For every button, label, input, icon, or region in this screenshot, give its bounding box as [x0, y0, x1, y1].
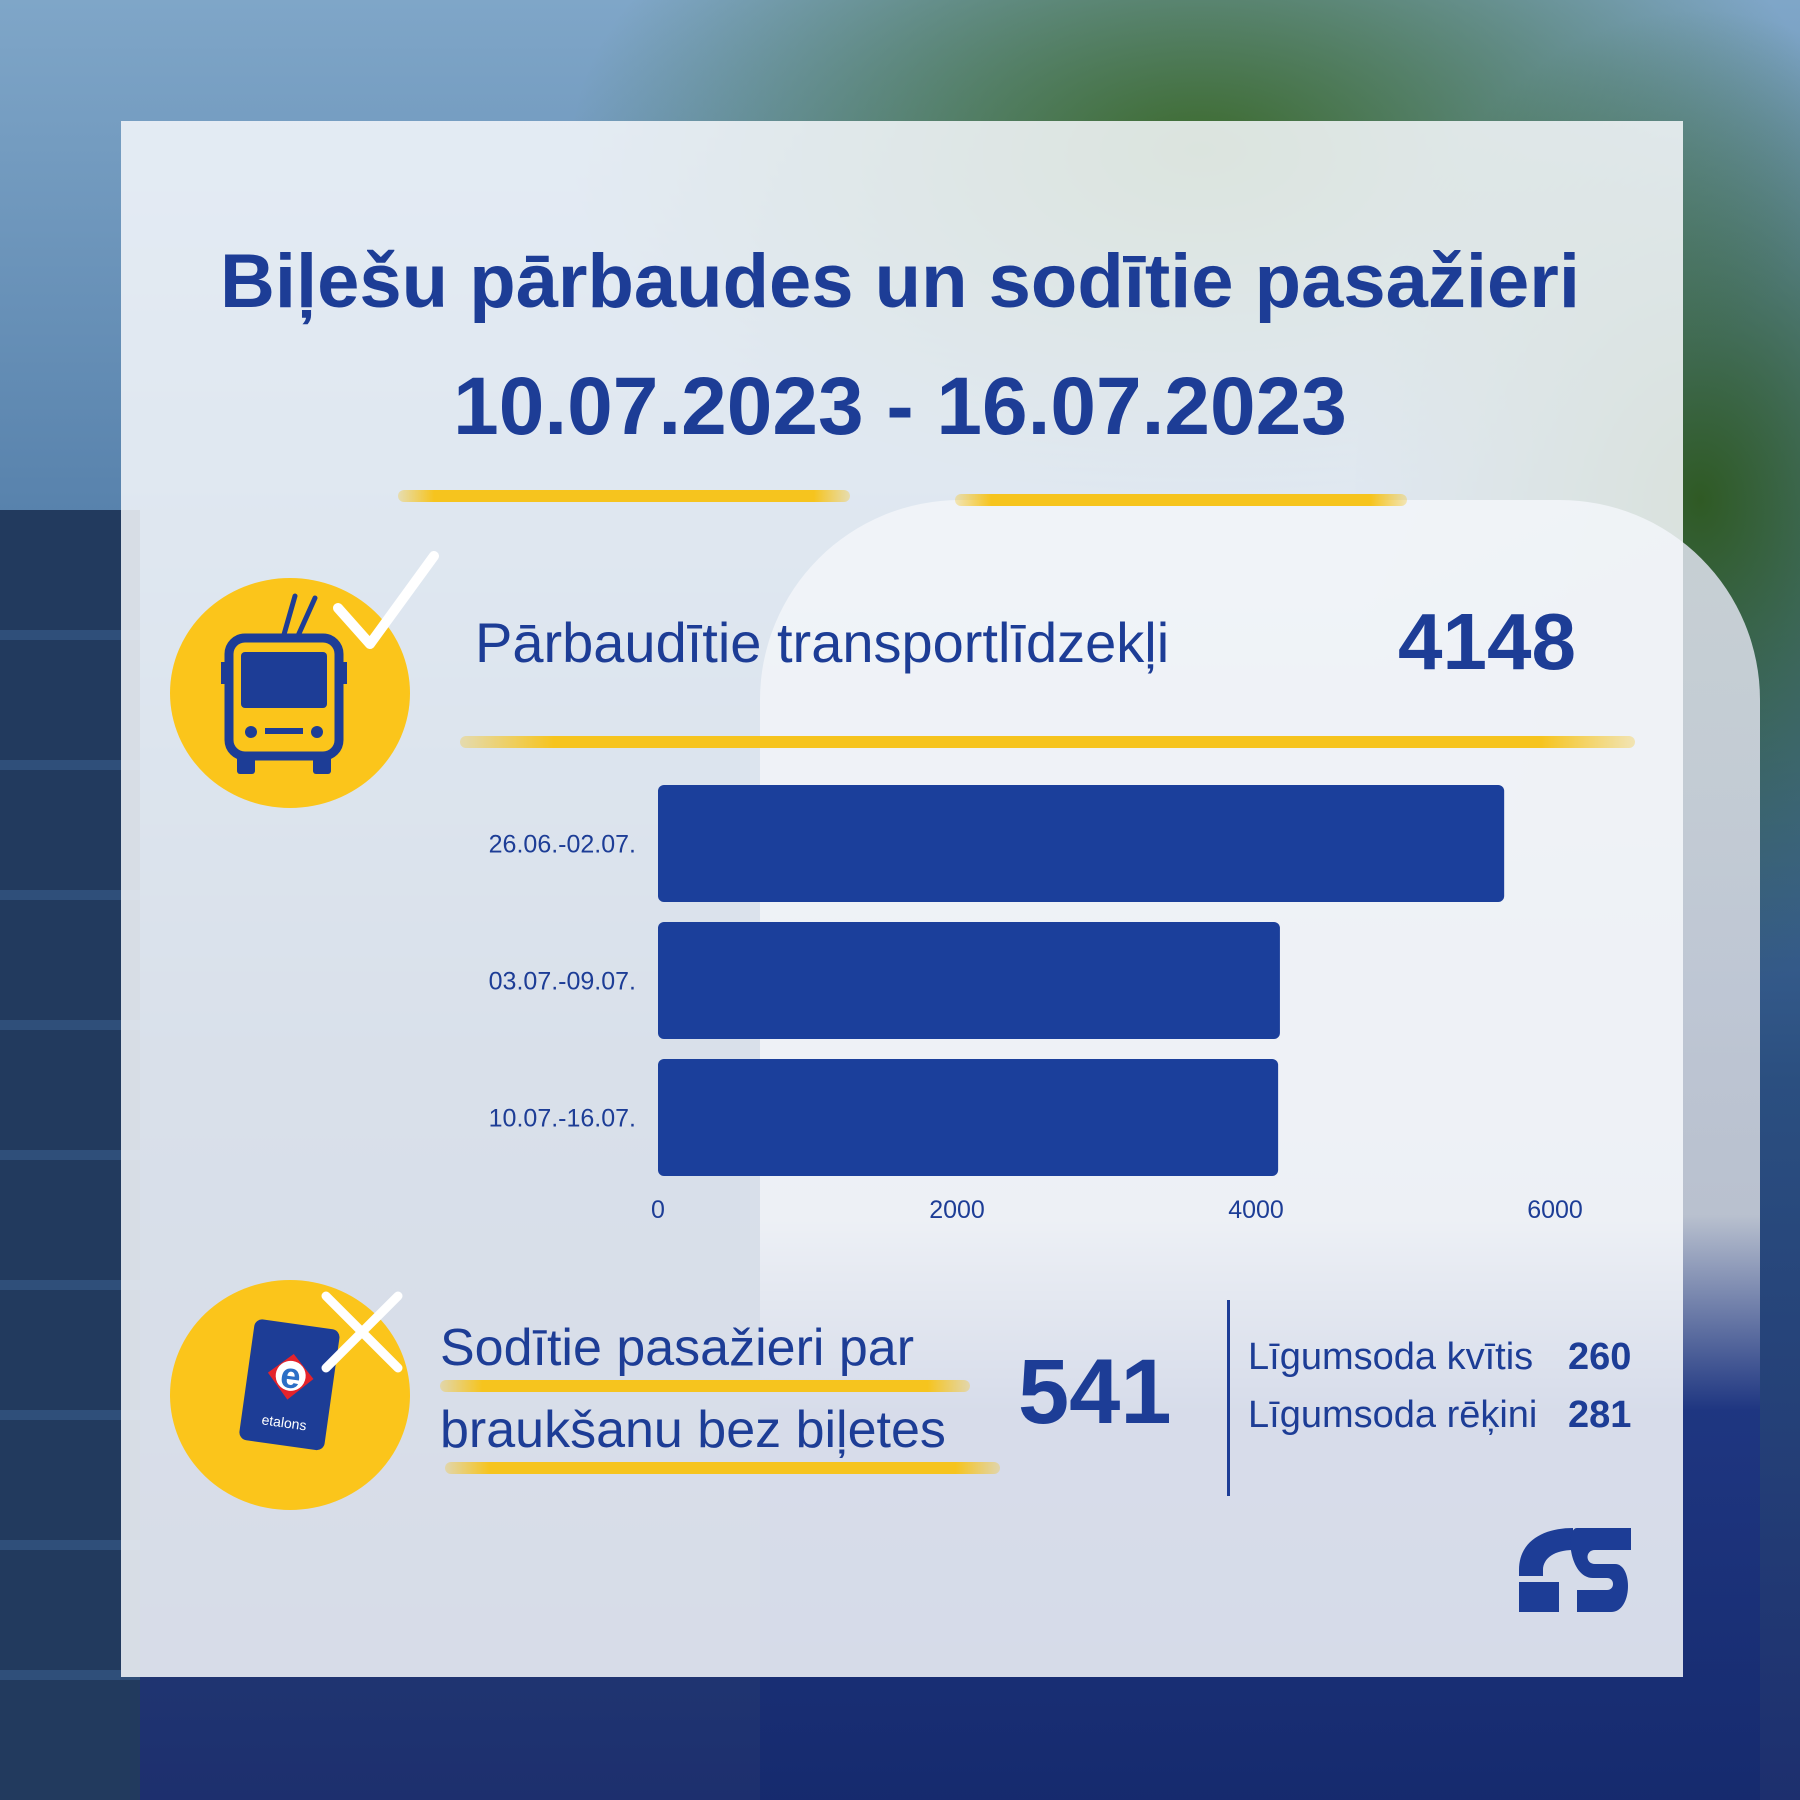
category-label-0: 26.06.-02.07. — [489, 831, 636, 859]
fined-total: 541 — [1018, 1341, 1172, 1443]
underline-left — [398, 490, 850, 502]
page-title: Biļešu pārbaudes un sodītie pasažieri — [220, 239, 1580, 324]
etalons-card-icon: e etalons — [239, 1319, 340, 1451]
receipts-value: 260 — [1568, 1336, 1632, 1378]
trolleybus-icon — [221, 593, 347, 774]
cross-icon — [321, 1291, 403, 1373]
period-dates: 10.07.2023 - 16.07.2023 — [453, 361, 1347, 452]
checked-vehicles-value: 4148 — [1398, 597, 1576, 686]
building-photo — [0, 510, 140, 1800]
divider — [1227, 1300, 1230, 1496]
fined-label-line1: Sodītie pasažieri par — [440, 1319, 915, 1377]
etalons-card-text: etalons — [261, 1411, 308, 1433]
x-tick-label-1: 2000 — [929, 1196, 985, 1224]
underline-fined-1 — [440, 1380, 970, 1392]
checked-vehicles-label: Pārbaudītie transportlīdzekļi — [475, 611, 1170, 674]
invoices-value: 281 — [1568, 1394, 1632, 1436]
x-tick-label-2: 4000 — [1228, 1196, 1284, 1224]
bar-chart: 26.06.-02.07. 03.07.-09.07. 10.07.-16.07. 0… — [489, 785, 1583, 1224]
bar-2 — [658, 1059, 1279, 1176]
underline-right — [955, 494, 1407, 506]
rigas-satiksme-logo — [1519, 1528, 1631, 1612]
fined-label-line2: braukšanu bez biļetes — [440, 1401, 946, 1459]
x-tick-label-3: 6000 — [1527, 1196, 1583, 1224]
x-tick-label-0: 0 — [651, 1196, 665, 1224]
invoices-label: Līgumsoda rēķini — [1248, 1394, 1538, 1436]
check-icon — [333, 551, 439, 649]
underline-checked — [460, 736, 1635, 748]
underline-fined-2 — [445, 1462, 1000, 1474]
bar-1 — [658, 922, 1280, 1039]
category-label-1: 03.07.-09.07. — [489, 968, 636, 996]
bar-0 — [658, 785, 1505, 902]
category-label-2: 10.07.-16.07. — [489, 1105, 636, 1133]
receipts-label: Līgumsoda kvītis — [1248, 1336, 1534, 1378]
